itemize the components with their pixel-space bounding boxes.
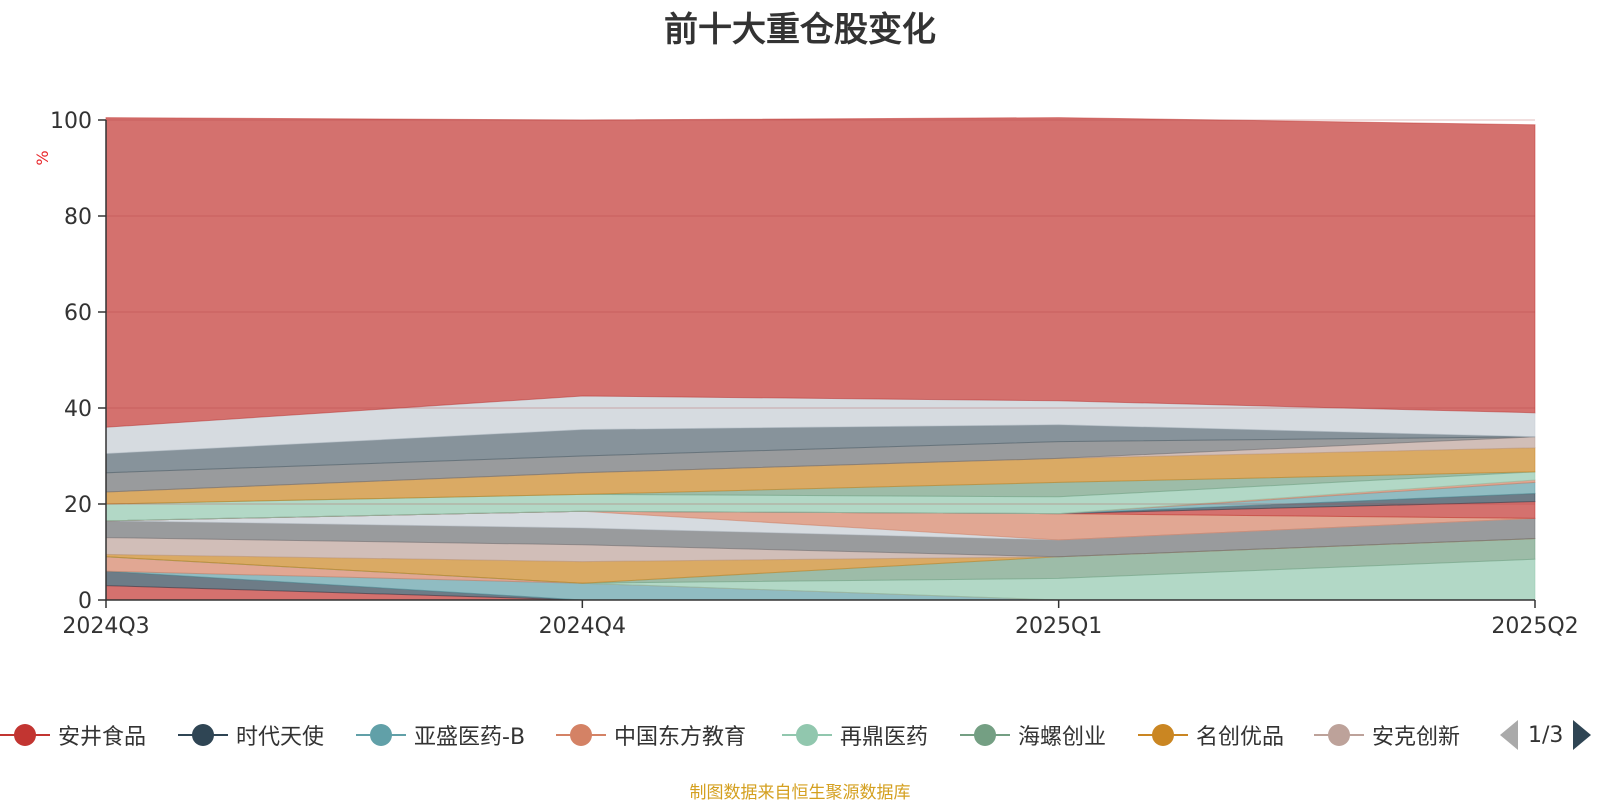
legend-label: 中国东方教育 xyxy=(614,725,747,750)
legend-item[interactable]: 安井食品 xyxy=(0,715,146,755)
chart-title: 前十大重仓股变化 xyxy=(664,10,936,50)
y-tick-label: 20 xyxy=(64,493,92,518)
legend-next-icon[interactable] xyxy=(1573,720,1592,750)
legend-marker-icon xyxy=(960,723,1010,747)
area-series-23 xyxy=(105,117,1536,428)
y-tick-label: 0 xyxy=(78,589,92,614)
legend-item[interactable]: 名创优品 xyxy=(1138,715,1284,755)
legend-item[interactable]: 再鼎医药 xyxy=(782,715,928,755)
y-axis-label: % xyxy=(33,150,52,165)
axes: 0 20 40 60 80 100 2024Q3 2024Q4 2025Q1 2025Q2 xyxy=(50,109,1579,639)
legend-label: 亚盛医药-B xyxy=(414,725,526,750)
x-tick-label: 2024Q4 xyxy=(539,614,626,639)
legend-prev-icon[interactable] xyxy=(1500,720,1518,750)
legend-item[interactable]: 中国东方教育 xyxy=(556,715,746,755)
stacked-area-chart: 0 20 40 60 80 100 2024Q3 2024Q4 2025Q1 2025Q2% xyxy=(33,109,1579,639)
legend-pager[interactable]: 1/3 xyxy=(1500,715,1592,755)
x-tick-label: 2025Q2 xyxy=(1491,614,1578,639)
y-tick-label: 40 xyxy=(64,397,92,422)
legend-item[interactable]: 时代天使 xyxy=(178,715,324,755)
legend-label: 海螺创业 xyxy=(1018,725,1107,750)
legend-item[interactable]: 安克创新 xyxy=(1314,715,1460,755)
legend-marker-icon xyxy=(0,723,50,747)
legend-marker-icon xyxy=(1138,723,1188,747)
legend-marker-icon xyxy=(782,723,832,747)
legend-label: 再鼎医药 xyxy=(840,725,929,750)
x-tick-label: 2025Q1 xyxy=(1015,614,1102,639)
data-source-note: 制图数据来自恒生聚源数据库 xyxy=(689,783,911,803)
legend-marker-icon xyxy=(178,723,228,747)
x-tick-label: 2024Q3 xyxy=(62,614,149,639)
y-tick-label: 80 xyxy=(64,205,92,230)
legend-marker-icon xyxy=(556,723,606,747)
y-tick-label: 60 xyxy=(64,301,92,326)
grid-lines xyxy=(106,119,1535,505)
legend: 安井食品 时代天使 亚盛医药-B 中国东方教育 再鼎医药 海螺创业 名创优品 安克创新 xyxy=(0,715,1600,755)
legend-label: 时代天使 xyxy=(236,725,325,750)
legend-marker-icon xyxy=(356,723,406,747)
legend-label: 名创优品 xyxy=(1196,725,1285,750)
legend-page-indicator: 1/3 xyxy=(1528,722,1564,748)
legend-marker-icon xyxy=(1314,723,1364,747)
area-series xyxy=(105,117,1536,601)
legend-item[interactable]: 海螺创业 xyxy=(960,715,1106,755)
legend-label: 安克创新 xyxy=(1372,725,1461,750)
legend-item[interactable]: 亚盛医药-B xyxy=(356,715,525,755)
legend-label: 安井食品 xyxy=(58,725,147,750)
y-tick-label: 100 xyxy=(50,109,92,134)
